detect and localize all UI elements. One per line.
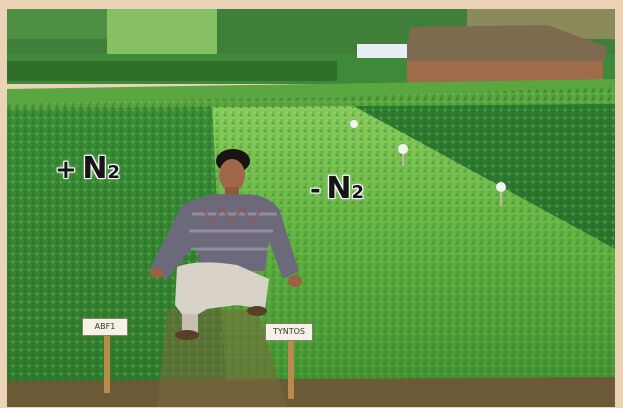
plus-sign-text: + <box>55 155 77 185</box>
minus-sub-text: 2 <box>351 182 365 203</box>
stake-sign-left: ABF1 <box>82 318 128 336</box>
stake-post-right <box>288 339 294 399</box>
person-crouching <box>149 149 302 340</box>
stake-post-left <box>104 335 110 393</box>
plus-n-text: N <box>82 151 108 186</box>
thatched-hut <box>357 25 607 85</box>
stake-sign-right: TYNTOS <box>265 323 313 341</box>
label-plus-n2: + N2 <box>55 151 120 186</box>
minus-n-text: N <box>326 171 352 206</box>
field-photo: + N2 - N2 ABF1 TYNTOS <box>7 9 615 407</box>
distant-field <box>107 9 217 54</box>
plus-sub-text: 2 <box>107 162 121 183</box>
field-scene <box>7 9 615 407</box>
soil-path <box>7 377 615 407</box>
minus-sign-text: - <box>310 175 321 205</box>
label-minus-n2: - N2 <box>310 171 364 206</box>
